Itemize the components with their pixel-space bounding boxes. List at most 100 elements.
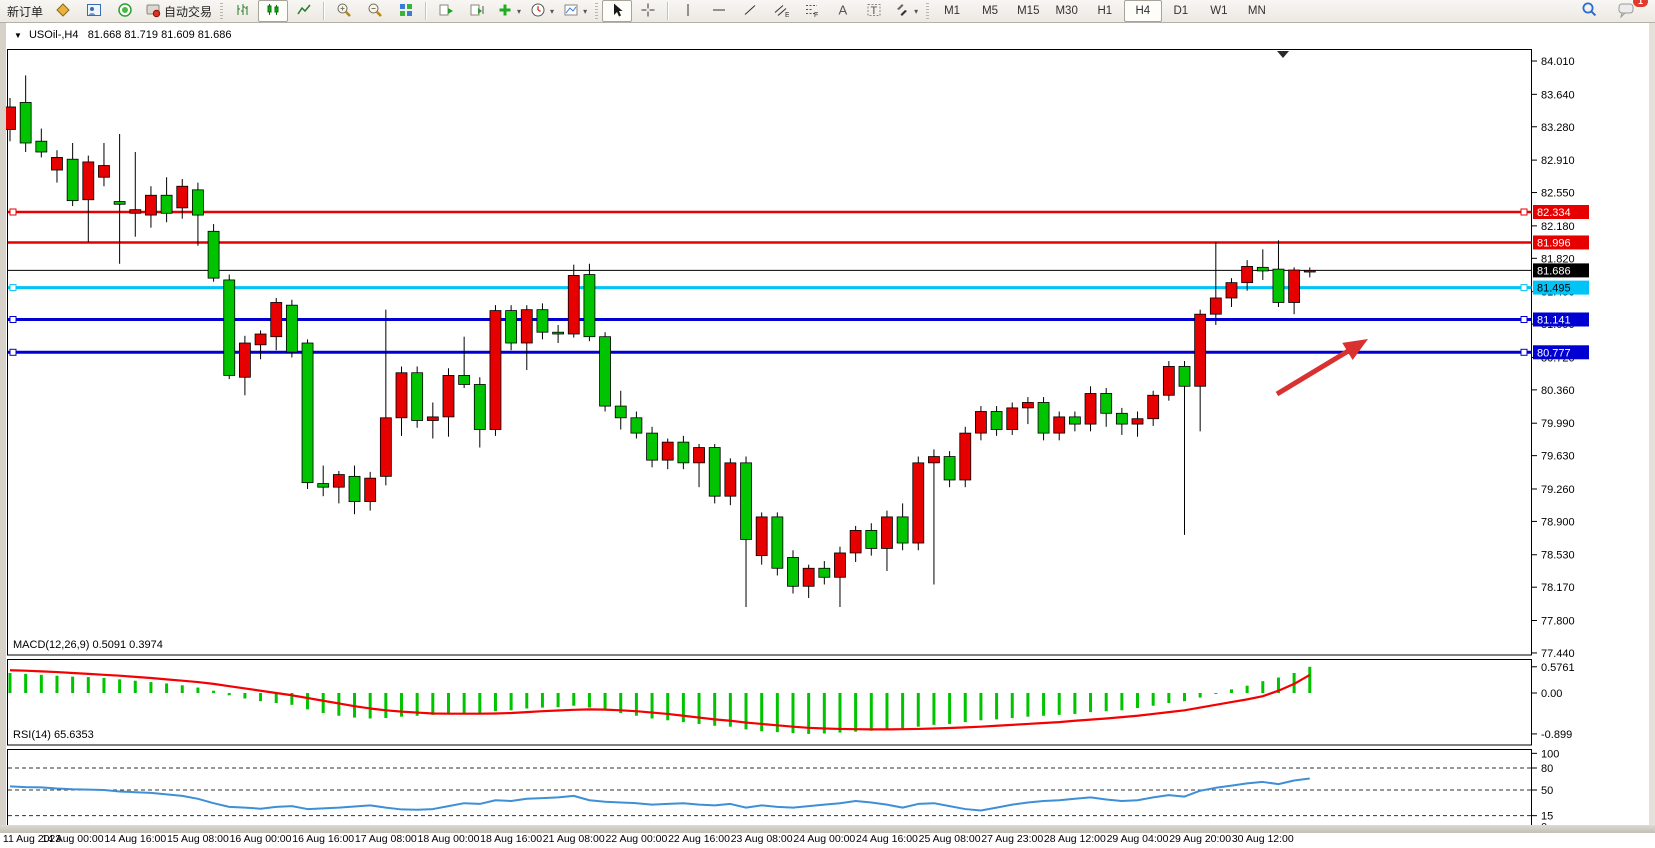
candle-up	[975, 411, 987, 434]
timeframe-button-m1[interactable]: M1	[944, 5, 961, 17]
chevron-down-icon: ▾	[914, 6, 919, 16]
hline-anchor[interactable]	[9, 284, 17, 292]
macd-histogram-bar	[634, 693, 638, 716]
hline-anchor[interactable]	[9, 348, 17, 356]
periods-clock-icon	[530, 2, 546, 21]
templates-button[interactable]: ▾	[559, 0, 591, 22]
crosshair-button[interactable]	[633, 0, 663, 22]
navigator-icon	[117, 2, 133, 21]
macd-histogram-bar	[8, 672, 12, 693]
timeframe-button-d1[interactable]: D1	[1173, 5, 1189, 17]
current-price-badge-label: 81.686	[1537, 265, 1571, 277]
search-button[interactable]	[1574, 0, 1604, 22]
arrows-button[interactable]: ▾	[890, 0, 922, 22]
window-bottom-strip	[0, 825, 1655, 833]
navigator-button[interactable]	[110, 0, 140, 22]
hline-anchor[interactable]	[1520, 284, 1528, 292]
line-chart-button[interactable]	[289, 0, 319, 22]
indicators-button[interactable]: ▾	[493, 0, 525, 22]
auto-scroll-button[interactable]	[431, 0, 461, 22]
candle-up	[849, 530, 862, 554]
market-watch-button[interactable]	[79, 0, 109, 22]
trend-arrow-head[interactable]	[1342, 339, 1368, 360]
label-button[interactable]: T	[859, 0, 889, 22]
zoom-out-button[interactable]	[360, 0, 390, 22]
gold-button[interactable]	[48, 0, 78, 22]
periods-button[interactable]: ▾	[526, 0, 558, 22]
macd-pane[interactable]	[7, 659, 1532, 746]
candle-down	[708, 447, 721, 497]
time-axis-label: 22 Aug 00:00	[605, 833, 667, 845]
timeframe-button-m5[interactable]: M5	[982, 5, 999, 17]
candle-down	[35, 140, 48, 153]
candle-up	[1053, 416, 1066, 434]
macd-histogram-bar	[180, 685, 184, 693]
rsi-pane[interactable]	[7, 749, 1532, 830]
hline-anchor[interactable]	[9, 315, 17, 323]
candle-down	[223, 279, 236, 376]
hline-anchor[interactable]	[1520, 348, 1528, 356]
notifications-button[interactable]: 1	[1612, 0, 1648, 22]
cursor-button[interactable]	[602, 0, 633, 22]
timeframe-toolbar: M1 M5 M15 M30 H1 H4 D1 W1 MN	[933, 0, 1276, 22]
chart-canvas[interactable]: 84.010 83.640 83.280 82.910 82.550 82.180 81.8…	[0, 46, 1655, 848]
candle-up	[1225, 282, 1238, 299]
toolbar-grip	[926, 3, 930, 19]
horizontal-line-button[interactable]	[704, 0, 734, 22]
macd-histogram-bar	[572, 693, 576, 706]
macd-histogram-bar	[697, 693, 701, 724]
macd-histogram-bar	[24, 673, 28, 693]
vertical-line-button[interactable]	[673, 0, 703, 22]
macd-histogram-bar	[1261, 681, 1265, 693]
gold-icon	[55, 2, 71, 21]
macd-histogram-bar	[227, 693, 231, 696]
time-axis-label: 29 Aug 20:00	[1169, 833, 1231, 845]
macd-histogram-bar	[901, 693, 905, 729]
trend-arrow-line[interactable]	[1275, 347, 1353, 397]
timeframe-button-w1[interactable]: W1	[1210, 5, 1228, 17]
timeframe-button-m15[interactable]: M15	[1017, 5, 1040, 17]
autotrading-button[interactable]: 自动交易	[141, 0, 216, 22]
chart-shift-button[interactable]	[462, 0, 492, 22]
trendline-button[interactable]	[735, 0, 765, 22]
hline-anchor[interactable]	[1520, 208, 1528, 216]
toolbar-grip	[220, 3, 224, 19]
zoom-in-button[interactable]	[329, 0, 359, 22]
macd-histogram-bar	[1057, 693, 1061, 715]
candle-down	[301, 342, 314, 484]
hline-anchor[interactable]	[1520, 315, 1528, 323]
bar-chart-button[interactable]	[227, 0, 257, 22]
price-badge-81.495	[1533, 280, 1589, 295]
time-axis-label: 17 Aug 08:00	[355, 833, 417, 845]
timeframe-button-h4[interactable]: H4	[1123, 0, 1162, 22]
candle-up	[802, 567, 815, 587]
candle-up	[51, 157, 63, 171]
candle-up	[82, 161, 95, 201]
candle-down	[1272, 268, 1285, 303]
candlestick-chart-button[interactable]	[258, 0, 289, 22]
macd-histogram-bar	[1167, 693, 1171, 704]
tile-windows-button[interactable]	[391, 0, 421, 22]
time-axis-label: 25 Aug 08:00	[919, 833, 981, 845]
macd-histogram-bar	[619, 693, 623, 714]
rsi-axis-label: 100	[1541, 748, 1559, 760]
price-badge-82.334	[1533, 205, 1589, 220]
candle-up	[145, 194, 157, 216]
hline-anchor[interactable]	[9, 208, 17, 216]
text-button[interactable]: A	[828, 0, 858, 22]
channel-button[interactable]: E	[766, 0, 796, 22]
timeframe-button-m30[interactable]: M30	[1055, 5, 1078, 17]
new-order-button[interactable]: 新订单	[3, 0, 47, 22]
candle-down	[818, 567, 831, 578]
candle-down	[317, 483, 330, 488]
main-toolbar: 新订单 自动交易 ▾ ▾	[0, 0, 1655, 23]
chevron-down-icon: ▾	[517, 6, 522, 16]
line-chart-icon	[296, 2, 312, 21]
shift-marker-icon[interactable]	[1277, 51, 1289, 58]
chart-title: ▼ USOil-,H4 81.668 81.719 81.609 81.686	[14, 29, 231, 41]
timeframe-button-mn[interactable]: MN	[1247, 5, 1266, 17]
timeframe-button-h1[interactable]: H1	[1097, 5, 1113, 17]
new-order-label: 新订单	[7, 4, 44, 19]
fibonacci-button[interactable]: F	[797, 0, 827, 22]
price-axis-label: 78.530	[1541, 550, 1575, 562]
